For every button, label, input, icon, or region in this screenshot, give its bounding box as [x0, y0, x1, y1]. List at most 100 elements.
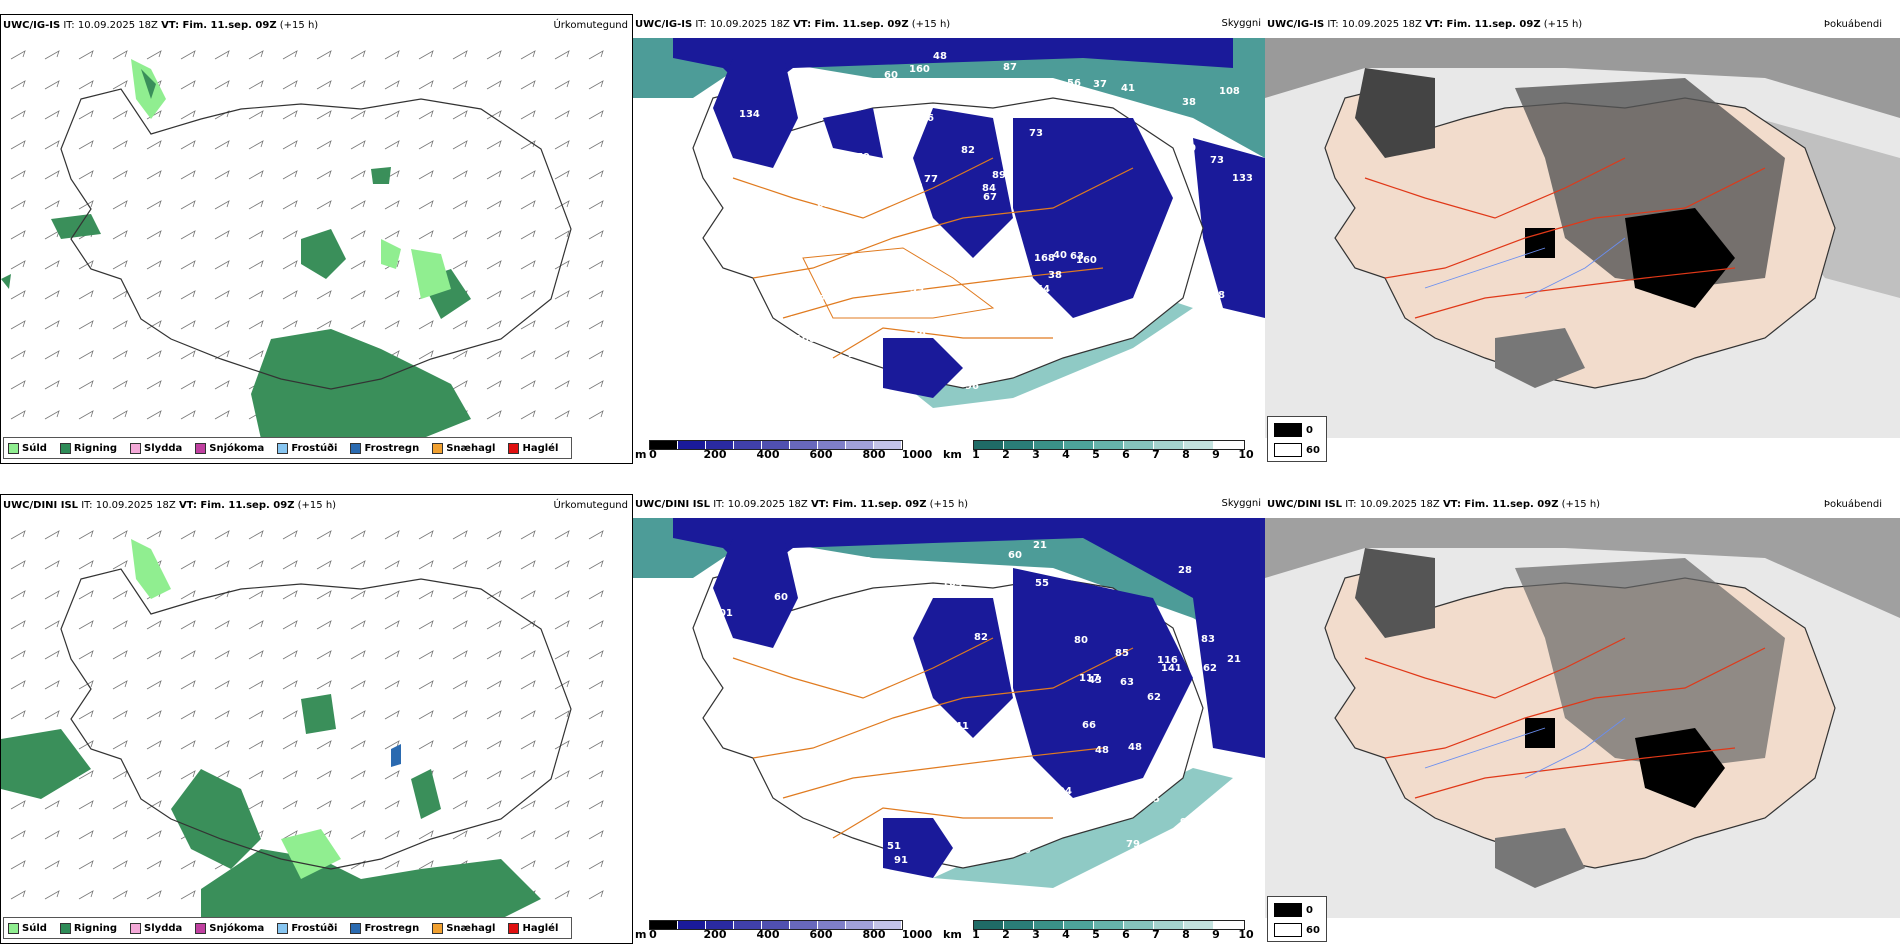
visibility-value: 75 — [978, 574, 992, 585]
legend-item: Rigning — [59, 442, 117, 454]
vis-label-row1: Skyggni — [1221, 18, 1261, 29]
visibility-value: 51 — [887, 841, 901, 852]
precip-type-label: Úrkomutegund — [553, 20, 628, 31]
visibility-value: 48 — [1211, 290, 1225, 301]
visibility-value: 37 — [790, 134, 804, 145]
visibility-value: 36 — [790, 315, 804, 326]
visibility-value: 36 — [802, 806, 816, 817]
visibility-value: 133 — [1232, 173, 1253, 184]
vis-title-row2: UWC/DINI ISL IT: 10.09.2025 18Z VT: Fim.… — [635, 499, 969, 510]
height-colorbar-row2: m 0 200 400 600 800 1000 — [635, 918, 955, 944]
visibility-value: 41 — [955, 721, 969, 732]
visibility-value: 108 — [1219, 86, 1240, 97]
fog-legend-row2: 0 60 — [1267, 896, 1327, 942]
legend-item: Súld — [8, 442, 47, 454]
visibility-value: 48 — [734, 303, 748, 314]
visibility-value: 72 — [1171, 751, 1185, 762]
visibility-value: 198 — [855, 702, 876, 713]
visibility-value: 85 — [1146, 794, 1160, 805]
visibility-value: 82 — [961, 145, 975, 156]
legend-item: Frostregn — [350, 922, 419, 934]
visibility-value: 104 — [942, 578, 963, 589]
visibility-value: 37 — [1173, 363, 1187, 374]
visibility-value: 83 — [1023, 329, 1037, 340]
iceland-outline — [60, 88, 572, 390]
visibility-value: 49 — [912, 330, 926, 341]
visibility-value: 160 — [1076, 255, 1097, 266]
legend-item: Súld — [8, 922, 47, 934]
visibility-value: 34 — [956, 315, 970, 326]
visibility-value: 127 — [1199, 761, 1220, 772]
legend-item: Snjókoma — [195, 442, 264, 454]
visibility-value: 86 — [782, 167, 796, 178]
visibility-value: 25 — [848, 349, 862, 360]
fog-panel-row1: UWC/IG-IS IT: 10.09.2025 18Z VT: Fim. 11… — [1265, 14, 1900, 464]
legend-item: Snæhagl — [432, 922, 495, 934]
fog-label-row1: Þokuábendi — [1823, 19, 1882, 30]
vis-panel-row1: UWC/IG-IS IT: 10.09.2025 18Z VT: Fim. 11… — [633, 14, 1265, 464]
visibility-value: 80 — [1074, 635, 1088, 646]
visibility-value: 69 — [928, 798, 942, 809]
visibility-value: 61 — [858, 556, 872, 567]
vis-colorbar-row2: km 1 2 3 4 5 6 7 8 9 10 — [943, 918, 1263, 944]
visibility-value: 38 — [1182, 97, 1196, 108]
vis-panel-row2: UWC/DINI ISL IT: 10.09.2025 18Z VT: Fim.… — [633, 494, 1265, 944]
visibility-value: 55 — [1035, 578, 1049, 589]
visibility-value: 87 — [1003, 62, 1017, 73]
precip-panel-row1: UWC/IG-IS IT: 10.09.2025 18Z VT: Fim. 11… — [0, 14, 633, 464]
visibility-value: 62 — [1203, 663, 1217, 674]
visibility-value: 65 — [846, 571, 860, 582]
visibility-value: 80 — [757, 386, 771, 397]
visibility-value: 91 — [894, 855, 908, 866]
visibility-value: 66 — [1082, 720, 1096, 731]
visibility-value: 48 — [1095, 745, 1109, 756]
visibility-value: 41 — [1121, 83, 1135, 94]
visibility-value: 21 — [1033, 540, 1047, 551]
visibility-value: 31 — [956, 738, 970, 749]
precip-legend-row2: Súld Rigning Slydda Snjókoma Frostúði Frostre… — [3, 917, 573, 939]
visibility-value: 73 — [909, 182, 923, 193]
visibility-value: 78 — [726, 836, 740, 847]
legend-item: Slydda — [130, 922, 182, 934]
legend-item: Snæhagl — [432, 442, 495, 454]
vis-colorbar-row1: km 1 2 3 4 5 6 7 8 9 10 — [943, 438, 1263, 464]
visibility-value: 37 — [701, 154, 715, 165]
visibility-value: 63 — [1070, 251, 1084, 262]
visibility-value: 41 — [710, 380, 724, 391]
visibility-value: 89 — [1194, 809, 1208, 820]
visibility-value: 51 — [1233, 800, 1247, 811]
visibility-value: 56 — [1130, 362, 1144, 373]
height-colorbar-row1: m 0 200 400 600 800 1000 — [635, 438, 955, 464]
visibility-value: 60 — [884, 70, 898, 81]
visibility-value: 38 — [1048, 270, 1062, 281]
visibility-value: 30 — [731, 184, 745, 195]
visibility-value: 71 — [903, 318, 917, 329]
visibility-value: 93 — [903, 202, 917, 213]
visibility-value: 81 — [907, 112, 921, 123]
visibility-value: 48 — [1128, 742, 1142, 753]
visibility-value: 49 — [892, 220, 906, 231]
visibility-value: 35 — [847, 807, 861, 818]
visibility-value: 68 — [735, 723, 749, 734]
roads — [732, 157, 1134, 359]
visibility-value: 786 — [708, 333, 729, 344]
visibility-value: 83 — [1201, 634, 1215, 645]
visibility-value: 100 — [795, 334, 816, 345]
visibility-value: 86 — [920, 113, 934, 124]
visibility-value: 312 — [1150, 123, 1171, 134]
visibility-value: 168 — [1034, 253, 1055, 264]
legend-item: Rigning — [59, 922, 117, 934]
fog-label-row2: Þokuábendi — [1823, 499, 1882, 510]
visibility-value: 79 — [856, 152, 870, 163]
vis-title-row1: UWC/IG-IS IT: 10.09.2025 18Z VT: Fim. 11… — [635, 19, 951, 30]
vis-numbers-row2: 85 83 89 82 78 61 116 35 28 38 62 101 62 91 84 60 95 65 59… — [712, 540, 1247, 870]
visibility-value: 43 — [1088, 675, 1102, 686]
precip-type-label-row2: Úrkomutegund — [553, 500, 628, 511]
visibility-value: 44 — [810, 358, 824, 369]
visibility-value: 84 — [721, 799, 735, 810]
visibility-value: 86 — [765, 833, 779, 844]
legend-item: Haglél — [508, 442, 558, 454]
fog-panel-row2: UWC/DINI ISL IT: 10.09.2025 18Z VT: Fim.… — [1265, 494, 1900, 944]
visibility-value: 120 — [709, 348, 730, 359]
visibility-value: 160 — [909, 64, 930, 75]
